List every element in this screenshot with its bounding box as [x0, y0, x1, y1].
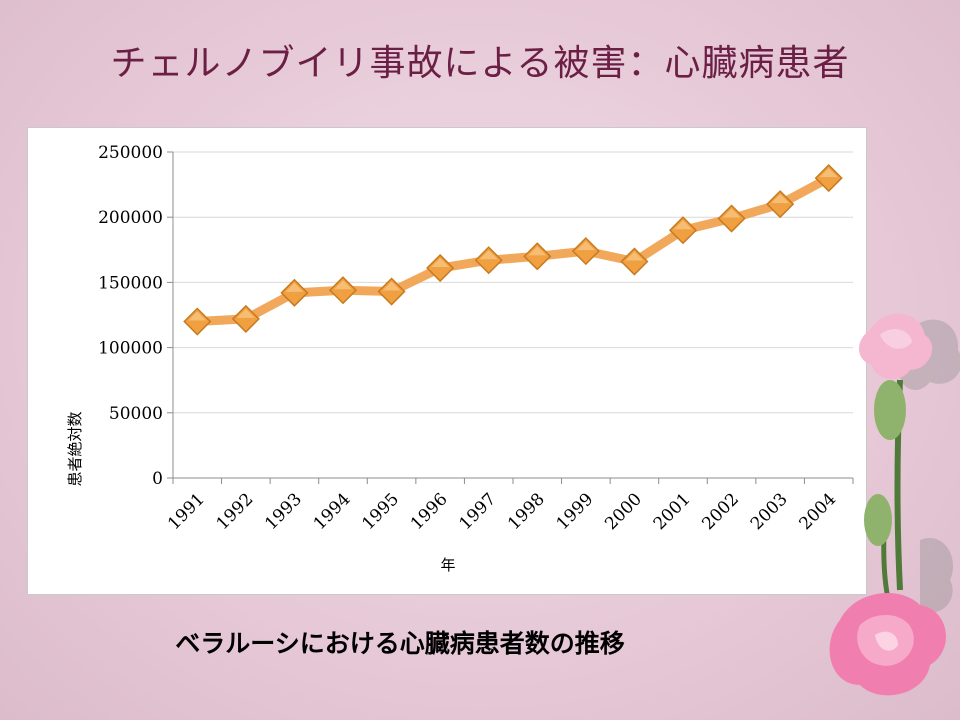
data-point-marker [814, 164, 843, 193]
data-point-highlight [479, 250, 498, 260]
axes [167, 151, 854, 484]
data-point-marker [620, 247, 649, 276]
x-tick-label: 1999 [553, 489, 598, 534]
y-tick-label: 50000 [109, 404, 163, 424]
x-tick-label: 1997 [456, 489, 501, 534]
data-point-highlight [771, 194, 790, 204]
x-tick-label: 1991 [164, 489, 209, 534]
data-point-highlight [528, 246, 547, 256]
x-tick-labels: 1991 1992 1993 1994 1995 1996 1997 1998 1999 2000… [164, 489, 840, 534]
data-point-highlight [382, 281, 401, 291]
y-tick-label: 100000 [98, 339, 163, 359]
x-tick-label: 1992 [213, 489, 258, 534]
data-point-marker [377, 277, 406, 306]
data-point-highlight [285, 282, 304, 292]
y-tick-label: 200000 [98, 208, 163, 228]
y-tick-label: 0 [152, 469, 163, 489]
slide-caption: ベラルーシにおける心臓病患者数の推移 [175, 629, 625, 658]
chart-area: 0 50000 100000 150000 200000 250000 1991 1992 1… [27, 127, 867, 595]
data-point-marker [280, 278, 309, 307]
data-point-highlight [722, 208, 741, 218]
x-tick-label: 1994 [310, 489, 355, 534]
data-point-marker [571, 237, 600, 266]
x-tick-label: 1996 [407, 489, 452, 534]
data-point-highlight [236, 308, 255, 318]
data-point-highlight [819, 168, 838, 178]
y-tick-label: 150000 [98, 273, 163, 293]
data-point-marker [231, 304, 260, 333]
x-tick-label: 1998 [504, 489, 549, 534]
x-tick-label: 1995 [358, 489, 403, 534]
x-tick-label: 2000 [601, 489, 646, 534]
data-point-highlight [674, 220, 692, 230]
y-tick-label: 250000 [98, 143, 163, 163]
carnation-icon [829, 313, 960, 696]
x-axis-label: 年 [440, 556, 455, 574]
data-point-highlight [334, 280, 352, 290]
marker-layer [183, 164, 843, 336]
x-tick-label: 1993 [261, 489, 306, 534]
data-point-marker [717, 204, 746, 233]
data-point-marker [183, 307, 212, 336]
y-tick-labels: 0 50000 100000 150000 200000 250000 [98, 143, 163, 489]
data-point-marker [766, 190, 795, 219]
x-tick-label: 2001 [650, 489, 695, 534]
data-point-marker [426, 253, 455, 283]
data-point-marker [474, 246, 503, 275]
data-point-highlight [576, 241, 595, 251]
slide-title: チェルノブイリ事故による被害：心臓病患者 [110, 43, 850, 84]
grid-lines [173, 151, 853, 414]
data-point-marker [523, 242, 552, 271]
x-tick-label: 2003 [747, 489, 792, 534]
data-point-highlight [188, 311, 207, 321]
data-point-marker [328, 276, 358, 305]
x-tick-label: 2002 [698, 489, 743, 534]
data-point-highlight [625, 251, 644, 261]
data-point-highlight [431, 258, 450, 268]
y-axis-label: 患者絶対数 [66, 411, 84, 486]
data-point-marker [668, 216, 698, 245]
